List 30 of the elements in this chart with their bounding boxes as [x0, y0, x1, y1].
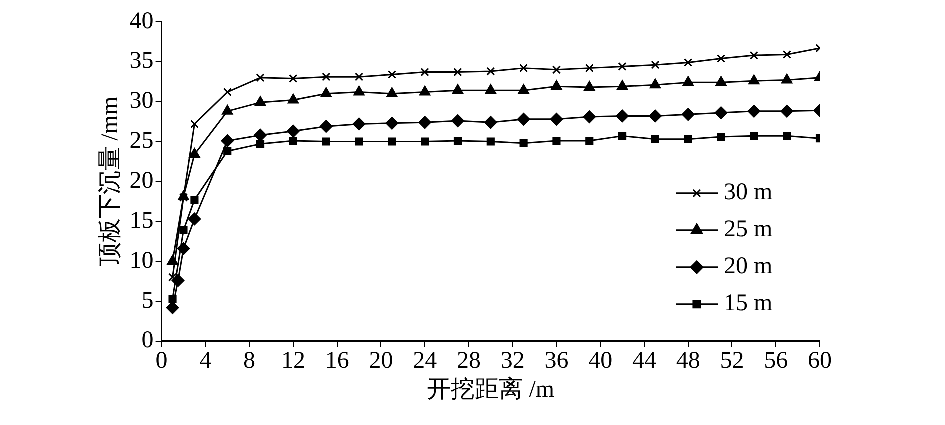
y-tick-label: 20	[130, 168, 154, 194]
x-tick-label: 16	[325, 348, 350, 374]
legend-label: 30 m	[724, 180, 773, 206]
x-tick-label: 8	[244, 348, 256, 374]
y-tick-label: 25	[130, 128, 154, 154]
x-tick-label: 56	[764, 348, 788, 374]
x-tick-label: 48	[676, 348, 700, 374]
x-tick-label: 20	[369, 348, 394, 374]
y-tick-label: 35	[130, 48, 154, 74]
y-tick-label: 10	[130, 248, 154, 274]
y-tick-label: 40	[130, 8, 154, 34]
y-axis-title: 顶板下沉量 /mm	[98, 96, 124, 267]
y-tick-label: 0	[142, 328, 154, 354]
x-tick-label: 12	[281, 348, 306, 374]
legend-label: 25 m	[724, 216, 773, 243]
x-tick-label: 52	[720, 348, 744, 374]
y-tick-label: 15	[130, 208, 154, 234]
x-tick-label: 44	[632, 348, 656, 374]
x-tick-label: 32	[500, 348, 525, 374]
legend-label: 15 m	[724, 290, 773, 317]
x-axis-title: 开挖距离 /m	[427, 376, 555, 403]
y-tick-label: 30	[130, 88, 154, 114]
legend-label: 20 m	[724, 254, 773, 280]
x-tick-label: 60	[808, 348, 832, 374]
x-tick-label: 40	[588, 348, 613, 374]
x-tick-label: 36	[544, 348, 569, 374]
x-tick-label: 4	[200, 348, 212, 374]
y-tick-label: 5	[142, 288, 154, 314]
x-tick-label: 24	[413, 348, 438, 374]
x-tick-label: 28	[456, 348, 481, 374]
